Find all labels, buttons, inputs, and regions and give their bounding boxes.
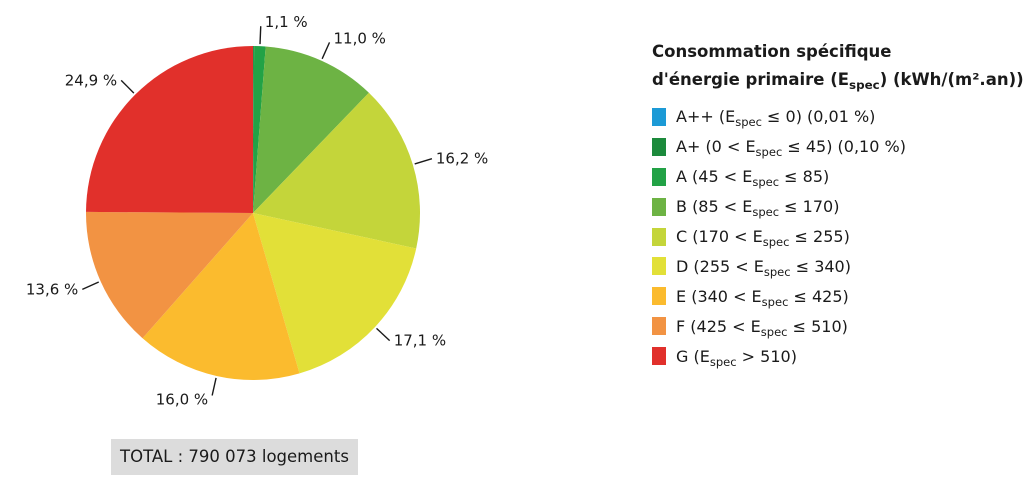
leader-line <box>259 26 262 45</box>
legend-label-sub: spec <box>762 235 790 250</box>
legend-label-before: A++ (E <box>676 107 736 127</box>
legend-swatch <box>652 257 666 276</box>
pie-data-label: 11,0 % <box>334 29 386 47</box>
legend-title: Consommation spécifique d'énergie primai… <box>652 38 1024 94</box>
legend-label-sub: spec <box>735 115 762 130</box>
legend-label-before: G (E <box>676 346 710 366</box>
legend-swatch <box>652 347 666 366</box>
pie-slice <box>253 213 417 374</box>
legend-swatch <box>652 227 666 246</box>
pie-slices <box>85 45 421 380</box>
legend-label: A (45 < Espec ≤ 85) <box>676 167 830 190</box>
legend-item: G (Espec > 510) <box>652 341 1022 371</box>
legend-label-after: > 510) <box>736 346 797 366</box>
pie-chart: 1,1 % 11,0 % 16,2 % 17,1 % 16,0 % 13,6 % 24,9 … <box>26 13 488 408</box>
legend-label-sub: spec <box>763 264 791 279</box>
legend-label: A++ (Espec ≤ 0) (0,01 %) <box>676 107 876 130</box>
leader-line <box>321 42 331 60</box>
legend-label: C (170 < Espec ≤ 255) <box>676 227 850 250</box>
pie-data-label: 24,9 % <box>65 71 117 89</box>
legend-title-line1: Consommation spécifique <box>652 42 892 61</box>
legend-label-before: C (170 < E <box>676 227 763 246</box>
legend-title-line2-before: d'énergie primaire (E <box>652 70 850 89</box>
legend-label-sub: spec <box>760 324 788 339</box>
legend-label: A+ (0 < Espec ≤ 45) (0,10 %) <box>676 137 906 160</box>
total-label: TOTAL : 790 073 logements <box>111 439 358 475</box>
legend-title-line2-after: ) (kWh/(m².an)) <box>879 70 1024 89</box>
legend-label-sub: spec <box>761 294 789 309</box>
legend-item: C (170 < Espec ≤ 255) <box>652 222 1022 252</box>
pie-data-label: 16,0 % <box>156 391 208 409</box>
legend-item: D (255 < Espec ≤ 340) <box>652 251 1022 281</box>
pie-slice <box>253 45 255 213</box>
legend-label: D (255 < Espec ≤ 340) <box>676 256 851 279</box>
pie-data-labels: 1,1 % 11,0 % 16,2 % 17,1 % 16,0 % 13,6 % 24,9 … <box>26 13 488 408</box>
legend-item: A+ (0 < Espec ≤ 45) (0,10 %) <box>652 132 1022 162</box>
legend-label-after: ≤ 340) <box>790 256 851 276</box>
legend-list: A++ (Espec ≤ 0) (0,01 %) A+ (0 < Espec ≤ … <box>652 102 1022 371</box>
legend-swatch <box>652 107 666 126</box>
legend-item: B (85 < Espec ≤ 170) <box>652 192 1022 222</box>
legend-label-sub: spec <box>755 145 783 160</box>
legend-swatch <box>652 317 666 336</box>
legend-item: E (340 < Espec ≤ 425) <box>652 281 1022 311</box>
legend-label-after: ≤ 255) <box>789 227 850 246</box>
legend-label-sub: spec <box>752 205 780 220</box>
pie-slice <box>253 46 266 213</box>
legend-label-before: A (45 < E <box>676 167 753 187</box>
legend-label-after: ≤ 85) <box>779 167 830 187</box>
pie-data-label: 17,1 % <box>394 332 446 350</box>
legend-swatch <box>652 287 666 306</box>
legend-item: F (425 < Espec ≤ 510) <box>652 311 1022 341</box>
leader-line <box>120 79 135 94</box>
pie-slice <box>85 211 253 339</box>
legend-item: A (45 < Espec ≤ 85) <box>652 162 1022 192</box>
legend-label-before: D (255 < E <box>676 256 764 276</box>
legend-title-line2: d'énergie primaire (Espec) (kWh/(m².an)) <box>652 66 1024 94</box>
legend-label-after: ≤ 0) (0,01 %) <box>761 107 876 127</box>
legend-title-line2-sub: spec <box>849 78 880 93</box>
legend-label-after: ≤ 510) <box>787 316 848 336</box>
legend-label-before: F (425 < E <box>676 316 761 336</box>
legend-label: G (Espec > 510) <box>676 346 797 369</box>
legend-label-after: ≤ 170) <box>779 197 840 217</box>
pie-slice <box>86 45 253 213</box>
legend: Consommation spécifique d'énergie primai… <box>652 38 1024 371</box>
pie-data-label: 16,2 % <box>436 150 488 168</box>
legend-item: A++ (Espec ≤ 0) (0,01 %) <box>652 102 1022 132</box>
leader-line <box>82 281 100 291</box>
legend-label-after: ≤ 425) <box>788 286 849 306</box>
leader-line <box>414 157 433 165</box>
legend-swatch <box>652 167 666 186</box>
legend-swatch <box>652 197 666 216</box>
legend-label-sub: spec <box>752 175 780 190</box>
pie-slice <box>142 213 300 380</box>
legend-label: B (85 < Espec ≤ 170) <box>676 197 840 220</box>
legend-label: F (425 < Espec ≤ 510) <box>676 316 848 339</box>
legend-label-sub: spec <box>709 354 737 369</box>
legend-label-before: B (85 < E <box>676 197 753 217</box>
pie-leader-lines <box>82 26 433 396</box>
pie-data-label: 1,1 % <box>265 13 308 31</box>
legend-label-after: ≤ 45) (0,10 %) <box>782 137 906 157</box>
leader-line <box>211 377 217 396</box>
legend-label: E (340 < Espec ≤ 425) <box>676 286 849 309</box>
pie-data-label: 13,6 % <box>26 280 78 298</box>
pie-slice <box>253 46 369 214</box>
leader-line <box>376 327 391 342</box>
pie-slice <box>253 92 421 249</box>
legend-label-before: E (340 < E <box>676 286 762 306</box>
legend-swatch <box>652 137 666 156</box>
legend-label-before: A+ (0 < E <box>676 137 756 157</box>
